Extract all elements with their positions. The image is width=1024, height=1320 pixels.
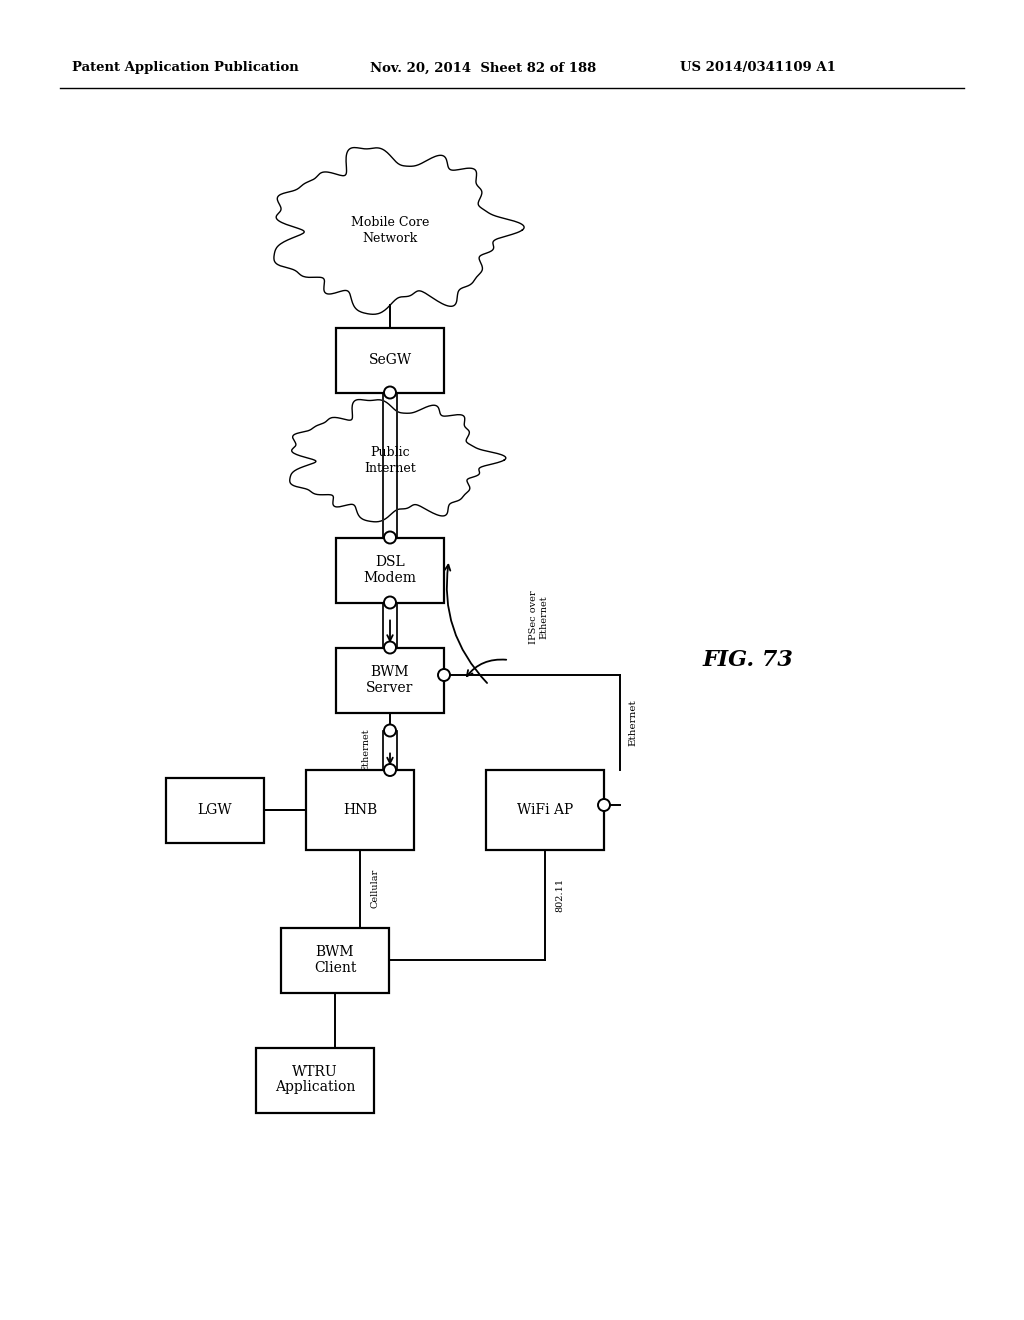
Text: Network: Network: [362, 231, 418, 244]
Text: 802.11: 802.11: [555, 878, 564, 912]
Bar: [166, 777, 264, 842]
Text: Modem: Modem: [364, 570, 417, 585]
Text: FIG. 73: FIG. 73: [702, 649, 794, 671]
Text: BWM: BWM: [315, 945, 354, 960]
Circle shape: [384, 597, 396, 609]
Polygon shape: [290, 400, 506, 521]
Text: LGW: LGW: [198, 803, 232, 817]
Text: BWM: BWM: [371, 665, 410, 680]
Text: Cellular: Cellular: [370, 869, 379, 908]
Circle shape: [384, 764, 396, 776]
Text: IPSec over
Ethernet: IPSec over Ethernet: [529, 590, 549, 644]
Text: Mobile Core: Mobile Core: [351, 215, 429, 228]
Text: Ethernet: Ethernet: [361, 729, 370, 772]
Text: Application: Application: [274, 1081, 355, 1094]
Bar: [306, 770, 414, 850]
Text: WiFi AP: WiFi AP: [517, 803, 573, 817]
Text: US 2014/0341109 A1: US 2014/0341109 A1: [680, 62, 836, 74]
Text: HNB: HNB: [343, 803, 377, 817]
Bar: [256, 1048, 374, 1113]
Text: Internet: Internet: [365, 462, 416, 474]
Circle shape: [384, 725, 396, 737]
Bar: [281, 928, 389, 993]
Circle shape: [384, 532, 396, 544]
Circle shape: [384, 387, 396, 399]
Bar: [486, 770, 604, 850]
Text: SeGW: SeGW: [369, 352, 412, 367]
Text: Public: Public: [371, 446, 410, 458]
Text: Ethernet: Ethernet: [628, 700, 637, 746]
Text: DSL: DSL: [375, 556, 404, 569]
Text: Nov. 20, 2014  Sheet 82 of 188: Nov. 20, 2014 Sheet 82 of 188: [370, 62, 596, 74]
Bar: [336, 648, 444, 713]
Polygon shape: [273, 148, 524, 314]
Text: Client: Client: [313, 961, 356, 974]
Bar: [336, 537, 444, 602]
Circle shape: [598, 799, 610, 810]
Circle shape: [384, 642, 396, 653]
Text: Server: Server: [367, 681, 414, 694]
Bar: [336, 327, 444, 392]
Text: WTRU: WTRU: [292, 1065, 338, 1080]
Circle shape: [438, 669, 450, 681]
Text: Patent Application Publication: Patent Application Publication: [72, 62, 299, 74]
